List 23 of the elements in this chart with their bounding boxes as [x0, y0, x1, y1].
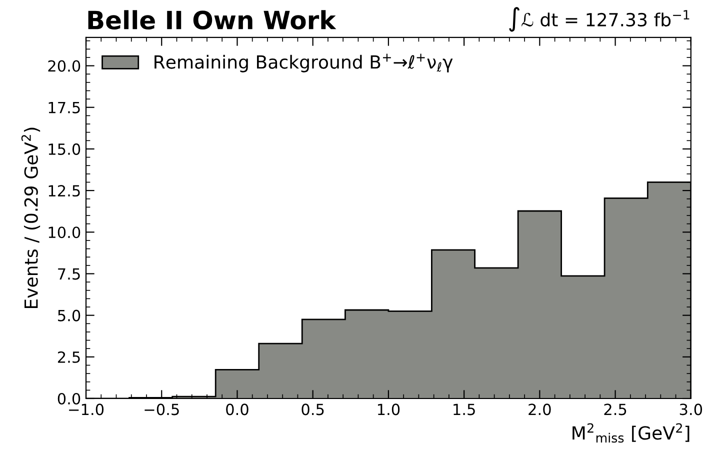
x-tick-label: 1.0	[378, 404, 400, 416]
y-axis-title: Events / (0.29 GeV$^{2}$)	[21, 128, 40, 308]
chart-title: Belle II Own Work	[88, 10, 336, 30]
y-tick-label: 15.0	[48, 143, 80, 155]
x-tick-label: 2.5	[604, 404, 626, 416]
x-tick-label: 0.5	[302, 404, 324, 416]
x-axis-title: M$^{2}$$_{miss}$ [GeV$^{2}$]	[572, 423, 690, 443]
y-tick-label: 2.5	[58, 351, 80, 363]
y-tick-label: 12.5	[48, 185, 80, 197]
legend-label: Remaining Background B$^{+}$→ℓ$^{+}$ν$_{ℓ}$γ	[154, 54, 453, 72]
x-tick-label: −0.5	[144, 404, 179, 416]
y-tick-label: 0.0	[58, 392, 80, 405]
x-tick-label: 3.0	[680, 404, 702, 416]
y-tick-label: 20.0	[48, 60, 80, 72]
text: ∫ℒ dt = 127.33 fb$^{−1}$	[509, 6, 690, 32]
x-tick-label: −1.0	[69, 404, 104, 416]
x-tick-label: 2.0	[528, 404, 551, 416]
y-tick-label: 10.0	[48, 226, 80, 238]
y-tick-label: 7.5	[58, 268, 80, 280]
y-tick-label: 17.5	[48, 102, 80, 114]
x-tick-label: 0.0	[226, 404, 248, 416]
y-tick-label: 5.0	[58, 310, 80, 322]
x-tick-label: 1.5	[454, 404, 475, 416]
